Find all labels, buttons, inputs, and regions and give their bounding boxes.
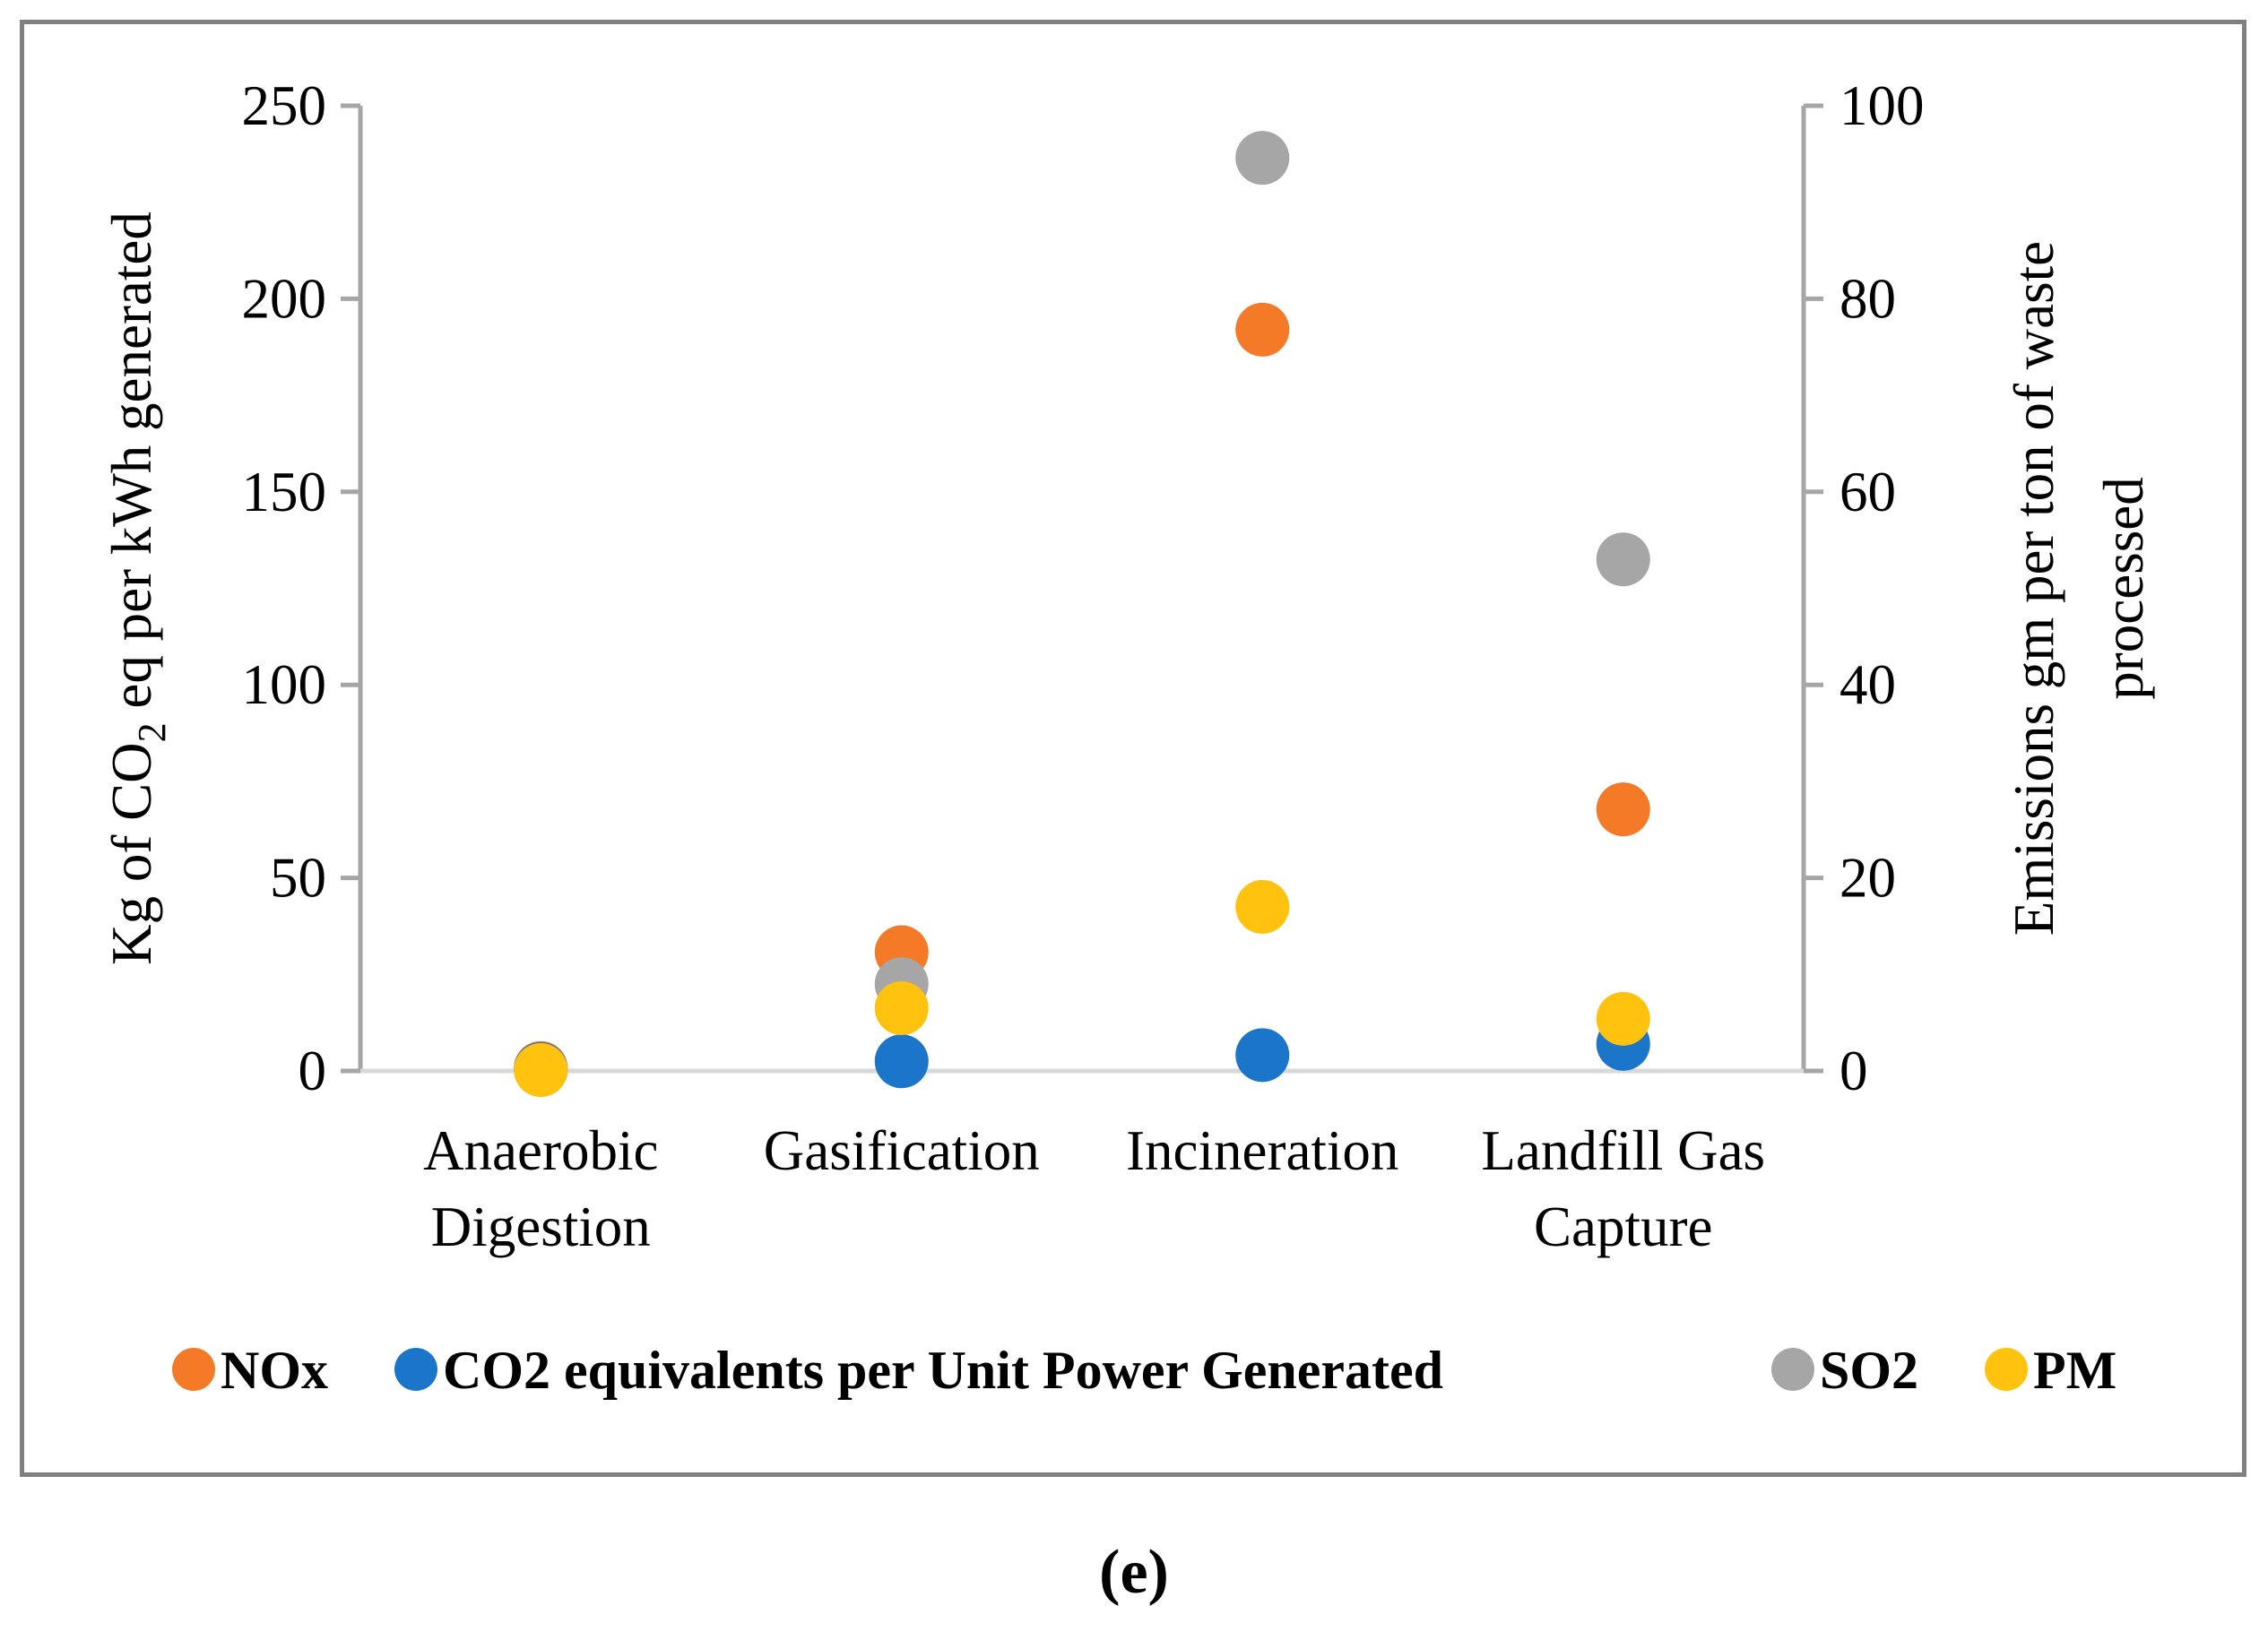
figure-caption: (e)	[1099, 1538, 1169, 1607]
data-point	[1235, 879, 1290, 934]
left-tick-label: 150	[242, 461, 327, 523]
data-point	[1596, 532, 1650, 587]
legend-marker	[172, 1348, 215, 1391]
data-point	[874, 1034, 929, 1089]
category-label: Incineration	[1126, 1119, 1398, 1182]
category-label-line: Digestion	[431, 1195, 651, 1258]
category-label: Landfill Gas Capture	[1481, 1119, 1765, 1258]
category-label-line: Anaerobic	[423, 1119, 658, 1182]
x-axis: Anaerobic Digestion Gasification Incinerati…	[360, 1068, 1804, 1258]
data-point	[1596, 991, 1650, 1046]
chart-frame	[20, 20, 2246, 1477]
data-point	[1235, 1028, 1290, 1083]
left-tick-label: 200	[242, 267, 327, 330]
right-tick-label: 0	[1840, 1040, 1868, 1102]
left-axis-title-part: Kg of CO	[100, 742, 163, 965]
right-tick-label: 100	[1840, 74, 1925, 137]
legend-label: SO2	[1820, 1341, 1918, 1400]
legend-label: PM	[2033, 1341, 2117, 1400]
left-axis-title: Kg of CO2 eq per kWh generated	[100, 211, 174, 965]
right-axis: 0 20 40 60 80 100 Emissions gm per ton of wast…	[1801, 74, 2155, 1102]
left-tick-label: 100	[242, 653, 327, 716]
legend-marker	[394, 1348, 437, 1391]
data-point	[874, 980, 929, 1035]
data-point	[1596, 782, 1650, 837]
legend: NOx CO2 equivalents per Unit Power Genera…	[172, 1341, 2117, 1400]
data-point	[1235, 302, 1290, 357]
right-tick-label: 20	[1840, 847, 1896, 910]
left-tick-label: 250	[242, 74, 327, 137]
data-points	[514, 131, 1650, 1097]
right-axis-title-line: processed	[2092, 477, 2155, 699]
right-tick-label: 60	[1840, 461, 1896, 523]
right-axis-title: Emissions gm per ton of waste processed	[2003, 241, 2155, 936]
category-label: Anaerobic Digestion	[423, 1119, 658, 1258]
left-axis-title-subscript: 2	[130, 722, 174, 742]
left-axis-title-part: eq per kWh generated	[100, 211, 163, 722]
category-label-line: Incineration	[1126, 1119, 1398, 1182]
legend-label: NOx	[221, 1341, 328, 1400]
right-tick-label: 80	[1840, 267, 1896, 330]
category-label-line: Capture	[1534, 1195, 1712, 1258]
left-axis: 0 50 100 150 200 250 Kg of CO2 eq per kWh gene…	[100, 74, 363, 1102]
legend-marker	[1985, 1348, 2028, 1391]
left-tick-label: 0	[299, 1040, 327, 1102]
legend-marker	[1771, 1348, 1814, 1391]
category-label: Gasification	[764, 1119, 1040, 1182]
legend-label: CO2 equivalents per Unit Power Generated	[443, 1341, 1443, 1400]
right-tick-label: 40	[1840, 653, 1896, 716]
left-tick-label: 50	[270, 847, 326, 910]
category-label-line: Landfill Gas	[1481, 1119, 1765, 1182]
right-axis-title-line: Emissions gm per ton of waste	[2003, 241, 2065, 936]
data-point	[514, 1042, 568, 1097]
category-label-line: Gasification	[764, 1119, 1040, 1182]
data-point	[1235, 131, 1290, 186]
